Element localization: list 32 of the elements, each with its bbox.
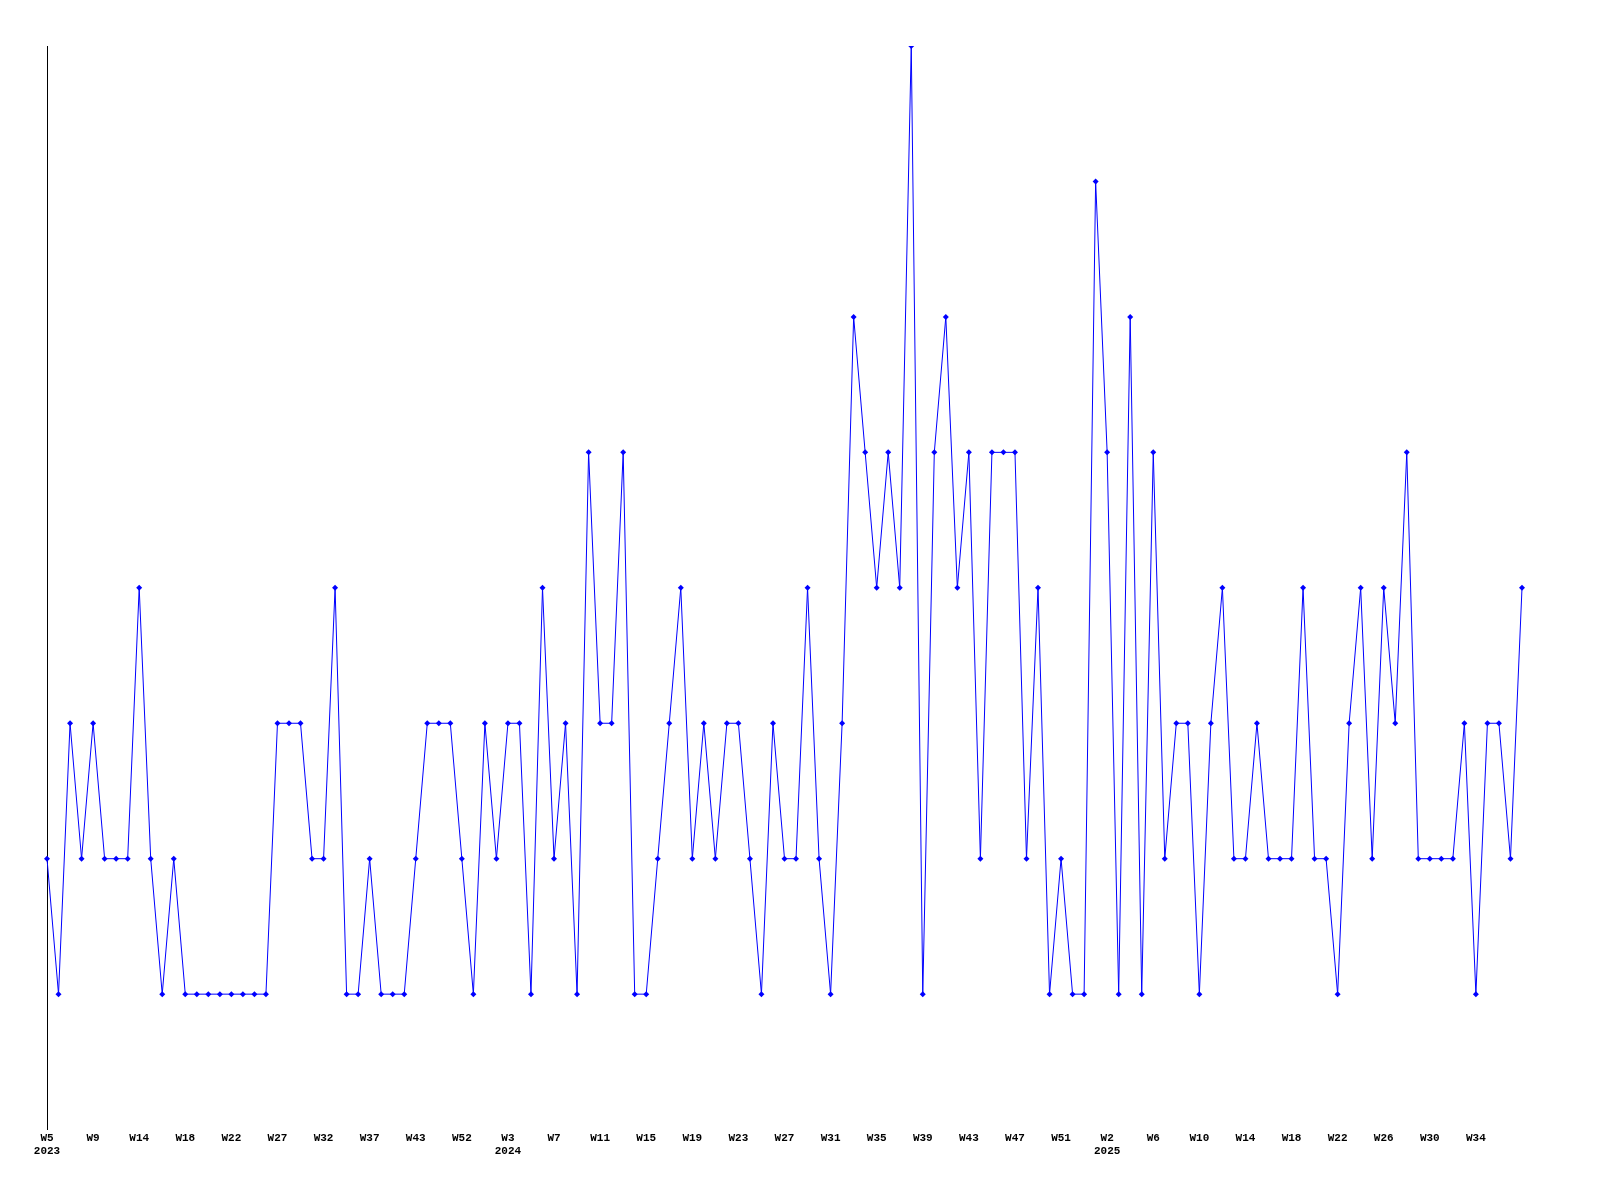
- x-tick-label: W22: [1327, 1131, 1348, 1144]
- x-tick-label: W22: [221, 1131, 242, 1144]
- x-tick-label: W2 2025: [1093, 1131, 1121, 1158]
- x-tick-label: W11: [590, 1131, 611, 1144]
- x-tick-label: W9: [86, 1131, 100, 1144]
- x-tick-label: W43: [405, 1131, 427, 1144]
- x-tick-label: W52: [451, 1131, 472, 1144]
- x-tick-label: W47: [1005, 1131, 1025, 1144]
- x-tick-label: W18: [1281, 1131, 1302, 1144]
- x-tick-label: W15: [636, 1131, 657, 1144]
- x-tick-label: W5 2023: [33, 1131, 61, 1158]
- x-tick-label: W14: [1235, 1131, 1256, 1144]
- x-tick-label: W3 2024: [494, 1131, 522, 1158]
- x-tick-label: W14: [129, 1131, 150, 1144]
- x-tick-label: W27: [267, 1131, 288, 1144]
- x-tick-label: W34: [1466, 1131, 1487, 1144]
- x-tick-label: W32: [313, 1131, 334, 1144]
- x-tick-label: W31: [820, 1131, 841, 1144]
- x-tick-label: W51: [1051, 1131, 1072, 1144]
- x-tick-label: W43: [958, 1131, 980, 1144]
- x-tick-label: W27: [774, 1131, 795, 1144]
- x-tick-label: W39: [912, 1131, 933, 1144]
- x-tick-label: W6: [1146, 1131, 1160, 1144]
- x-tick-label: W10: [1189, 1131, 1210, 1144]
- x-tick-label: W7: [547, 1131, 561, 1144]
- x-tick-label: W35: [866, 1131, 887, 1144]
- x-tick-label: W30: [1419, 1131, 1440, 1144]
- x-tick-label: W18: [175, 1131, 196, 1144]
- x-tick-label: W26: [1373, 1131, 1394, 1144]
- x-tick-label: W37: [359, 1131, 380, 1144]
- x-tick-label: W23: [728, 1131, 749, 1144]
- x-tick-label: W19: [682, 1131, 703, 1144]
